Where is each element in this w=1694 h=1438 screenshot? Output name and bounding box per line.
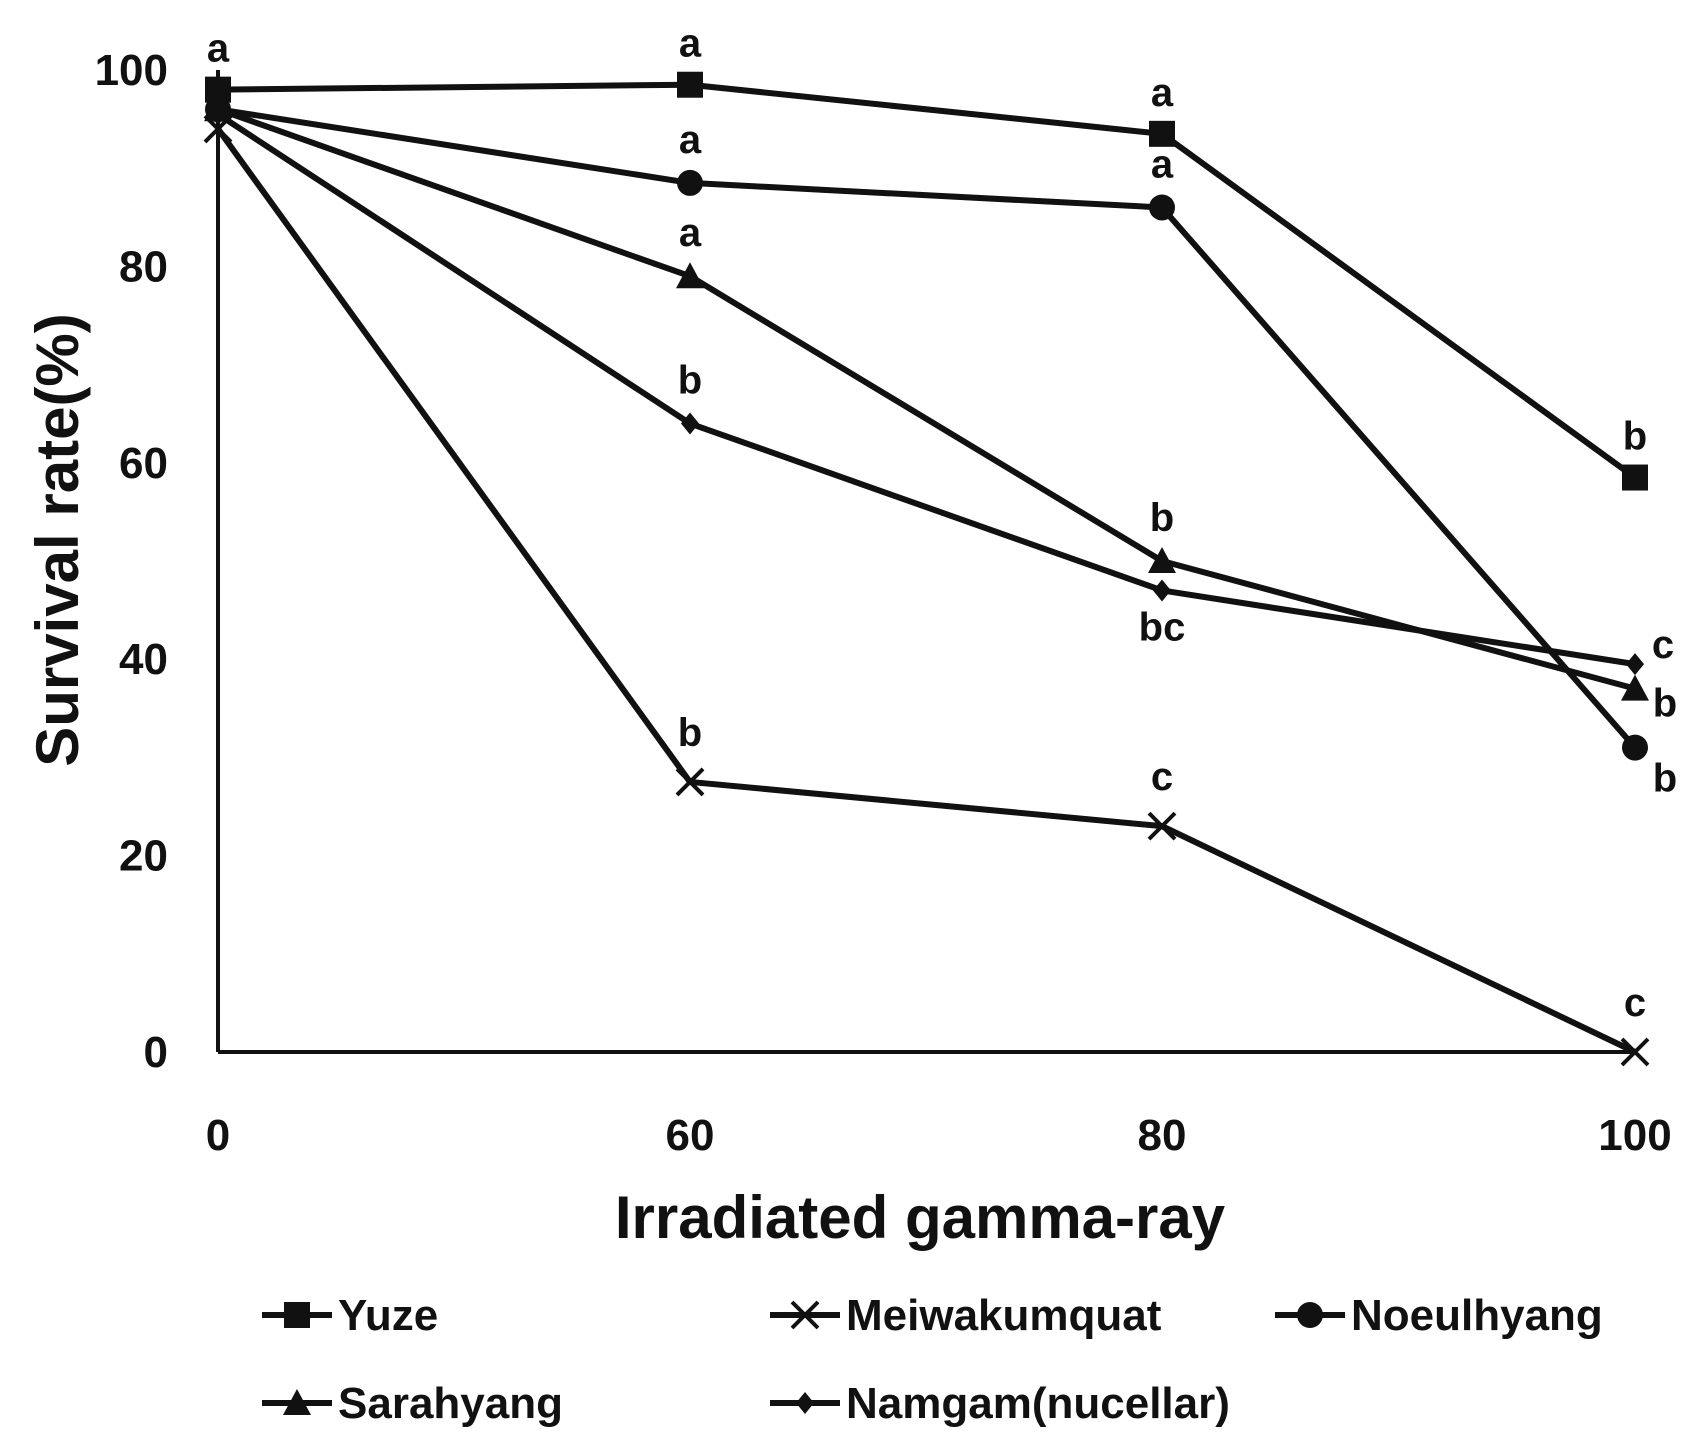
legend-label: Namgam(nucellar) xyxy=(846,1379,1230,1428)
significance-label-sarahyang: a xyxy=(679,211,702,255)
significance-label-meiwakumquat: c xyxy=(1151,755,1173,799)
significance-label-meiwakumquat: c xyxy=(1624,981,1646,1025)
series-noeulhyang xyxy=(205,96,1648,761)
legend-marker-meiwakumquat xyxy=(790,1300,820,1330)
axes xyxy=(216,70,1635,1054)
significance-label-namgam-nucellar: c xyxy=(1652,623,1674,667)
significance-label-namgam-nucellar: b xyxy=(678,359,702,403)
significance-label-noeulhyang: a xyxy=(1151,142,1174,186)
significance-label-yuze: a xyxy=(207,27,230,71)
legend-item-noeulhyang: Noeulhyang xyxy=(1275,1291,1603,1340)
data-point-namgam-nucellar xyxy=(681,412,699,435)
data-point-noeulhyang xyxy=(677,169,703,196)
series-line-namgam-nucellar xyxy=(216,111,1636,668)
significance-label-yuze: b xyxy=(1623,415,1647,459)
series-line-yuze xyxy=(217,81,1637,480)
legend-marker-noeulhyang xyxy=(1297,1302,1323,1328)
significance-label-namgam-nucellar: bc xyxy=(1139,605,1186,649)
series-layer xyxy=(203,71,1650,1067)
data-point-meiwakumquat xyxy=(1147,811,1177,841)
data-point-yuze xyxy=(1622,464,1648,491)
significance-label-noeulhyang: a xyxy=(679,118,702,162)
data-point-sarahyang xyxy=(1148,547,1176,573)
significance-label-yuze: a xyxy=(679,22,702,66)
legend-item-namgam-nucellar: Namgam(nucellar) xyxy=(770,1379,1230,1428)
legend: Yuze Meiwakumquat Noeulhyang Sarahyang Namga… xyxy=(262,1291,1603,1428)
x-tick-label: 80 xyxy=(1138,1111,1187,1160)
legend-label: Noeulhyang xyxy=(1351,1291,1603,1340)
series-line-noeulhyang xyxy=(217,106,1638,750)
series-meiwakumquat xyxy=(203,114,1650,1067)
series-namgam-nucellar xyxy=(209,103,1644,676)
significance-label-sarahyang: b xyxy=(1150,496,1174,540)
series-yuze xyxy=(205,71,1648,491)
series-line-meiwakumquat xyxy=(215,127,1637,1055)
legend-label: Sarahyang xyxy=(338,1379,563,1428)
significance-label-sarahyang: b xyxy=(1653,682,1677,726)
y-tick-labels: 0 20 40 60 80 100 xyxy=(95,46,168,1077)
significance-label-yuze: a xyxy=(1151,71,1174,115)
data-point-meiwakumquat xyxy=(1620,1037,1650,1067)
legend-marker-yuze xyxy=(284,1302,310,1328)
x-tick-labels: 0 60 80 100 xyxy=(206,1111,1672,1160)
x-axis-title: Irradiated gamma-ray xyxy=(615,1184,1226,1251)
y-tick-label: 80 xyxy=(119,242,168,291)
legend-marker-sarahyang xyxy=(283,1389,311,1415)
x-tick-label: 100 xyxy=(1598,1111,1671,1160)
data-point-yuze xyxy=(1149,120,1175,147)
x-tick-label: 0 xyxy=(206,1111,230,1160)
y-tick-label: 100 xyxy=(95,46,168,95)
data-point-meiwakumquat xyxy=(675,767,705,797)
legend-marker-namgam-nucellar xyxy=(796,1392,814,1414)
data-point-namgam-nucellar xyxy=(1626,653,1644,676)
data-point-namgam-nucellar xyxy=(209,103,227,126)
y-tick-label: 40 xyxy=(119,635,168,684)
data-point-sarahyang xyxy=(1621,674,1649,701)
legend-item-yuze: Yuze xyxy=(262,1291,438,1340)
legend-item-meiwakumquat: Meiwakumquat xyxy=(770,1291,1162,1340)
legend-label: Yuze xyxy=(338,1291,438,1340)
y-tick-label: 0 xyxy=(144,1028,168,1077)
legend-label: Meiwakumquat xyxy=(846,1291,1162,1340)
data-point-noeulhyang xyxy=(1622,734,1648,761)
y-tick-label: 20 xyxy=(119,832,168,881)
y-axis-title: Survival rate(%) xyxy=(24,313,91,767)
series-sarahyang xyxy=(204,95,1649,701)
data-point-sarahyang xyxy=(676,262,704,289)
data-point-namgam-nucellar xyxy=(1153,579,1171,602)
data-point-noeulhyang xyxy=(1149,194,1175,221)
significance-label-noeulhyang: b xyxy=(1653,757,1677,801)
x-tick-label: 60 xyxy=(666,1111,715,1160)
data-point-yuze xyxy=(677,71,703,98)
legend-item-sarahyang: Sarahyang xyxy=(262,1379,563,1428)
significance-label-meiwakumquat: b xyxy=(678,711,702,755)
y-tick-label: 60 xyxy=(119,439,168,488)
